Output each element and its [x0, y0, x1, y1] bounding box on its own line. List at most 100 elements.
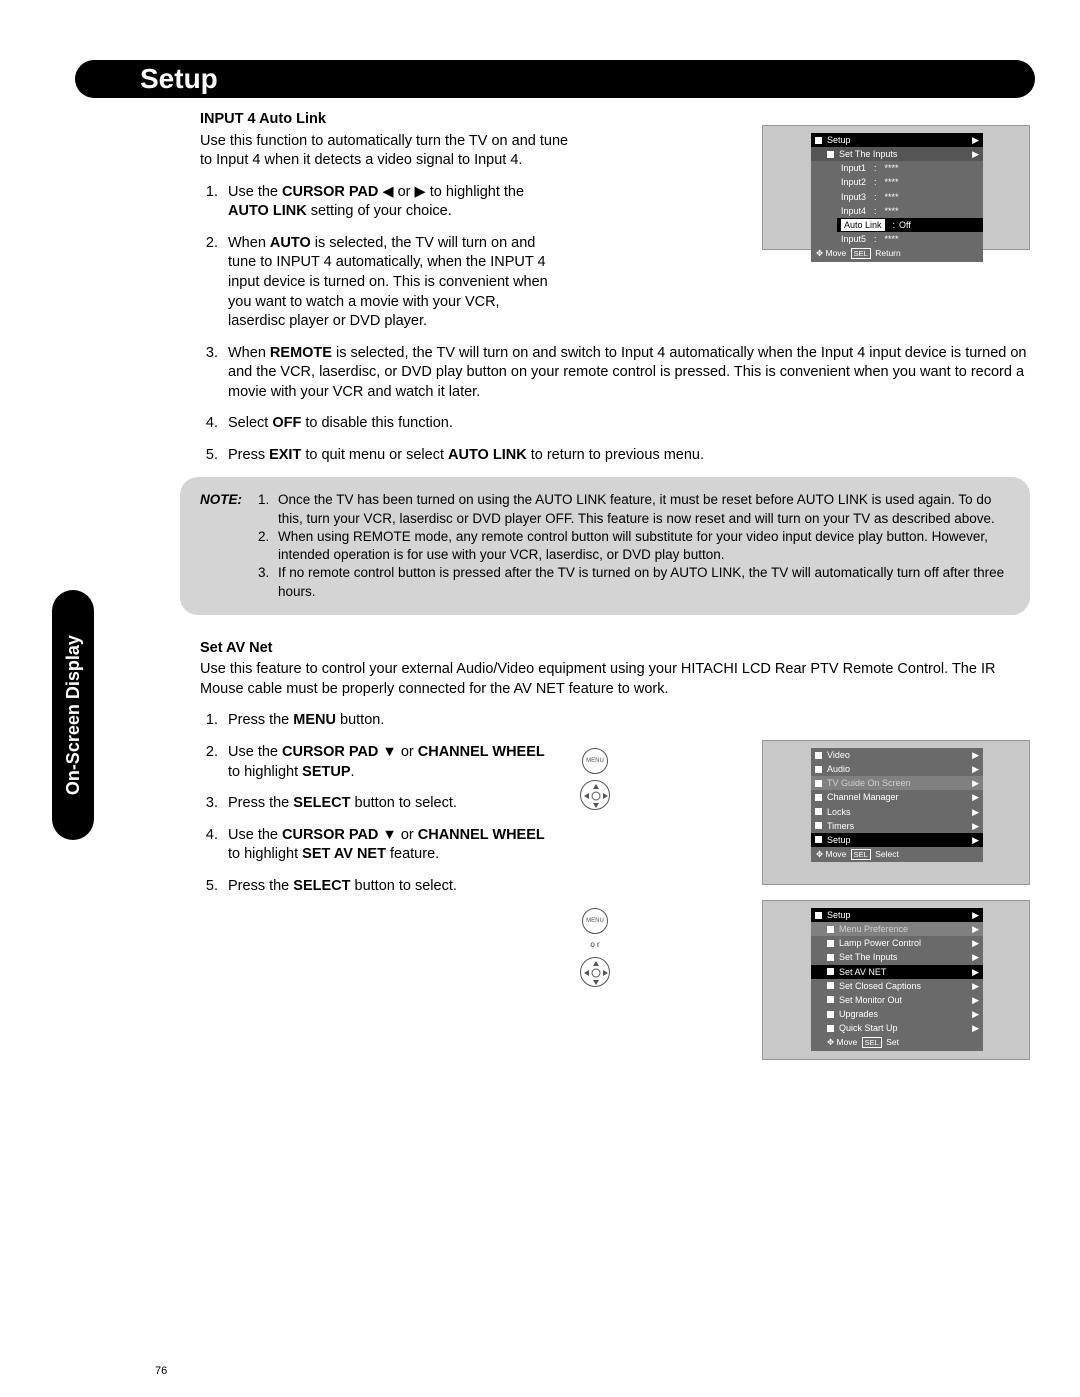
- t: button.: [336, 712, 384, 728]
- note-num: 3.: [258, 564, 278, 600]
- note-num: 2.: [258, 528, 278, 564]
- menu-button-icon: MENU: [582, 908, 608, 934]
- note-label: NOTE:: [200, 491, 258, 527]
- t: Use the: [228, 827, 282, 843]
- cursor-pad-icon: [580, 957, 610, 987]
- t: Press the: [228, 795, 293, 811]
- t: setting of your choice.: [307, 203, 452, 219]
- remote-icons-1: MENU: [580, 748, 610, 810]
- li-body: Select OFF to disable this function.: [228, 414, 1030, 434]
- osd-row: Input4: [841, 205, 866, 217]
- t: ◀ or ▶ to highlight the: [378, 184, 524, 200]
- t: button to select.: [350, 795, 456, 811]
- osd-menu-item: Audio▶: [811, 762, 983, 776]
- t: Press: [228, 447, 269, 463]
- t: SET AV NET: [302, 846, 386, 862]
- osd-menu-item: Video▶: [811, 748, 983, 762]
- note-text: If no remote control button is pressed a…: [278, 564, 1010, 600]
- osd-menu-item: Lamp Power Control▶: [811, 936, 983, 950]
- osd-hint: ✥ Move SEL Select: [811, 847, 983, 862]
- osd-val: ****: [885, 205, 899, 217]
- header-bar: Setup: [75, 60, 1035, 98]
- t: SELECT: [293, 878, 350, 894]
- li-num: 1.: [200, 711, 228, 731]
- osd-menu-item: Quick Start Up▶: [811, 1021, 983, 1035]
- t: SELECT: [293, 795, 350, 811]
- side-tab-label: On-Screen Display: [61, 635, 85, 795]
- t: CURSOR PAD: [282, 184, 378, 200]
- t: to disable this function.: [301, 415, 453, 431]
- t: OFF: [272, 415, 301, 431]
- osd-menu-item: Setup▶: [811, 833, 983, 847]
- t: to quit menu or select: [301, 447, 448, 463]
- t: REMOTE: [270, 345, 332, 361]
- section2-intro: Use this feature to control your externa…: [200, 660, 1020, 699]
- osd-val: ****: [885, 191, 899, 203]
- t: SETUP: [302, 764, 350, 780]
- osd-row: Input1: [841, 162, 866, 174]
- li-num: 2.: [200, 234, 228, 332]
- t: When: [228, 235, 270, 251]
- osd-menu-item: Channel Manager▶: [811, 790, 983, 804]
- osd-menu-item: Locks▶: [811, 805, 983, 819]
- osd-menu-item: Set Closed Captions▶: [811, 979, 983, 993]
- note-text: Once the TV has been turned on using the…: [278, 491, 1010, 527]
- t: AUTO: [270, 235, 311, 251]
- li-body: When AUTO is selected, the TV will turn …: [228, 234, 558, 332]
- li-num: 4.: [200, 414, 228, 434]
- li-body: Press the SELECT button to select.: [228, 794, 558, 814]
- t: CURSOR PAD: [282, 744, 378, 760]
- osd-hl: Auto Link: [841, 219, 885, 231]
- t: to return to previous menu.: [527, 447, 704, 463]
- t: When: [228, 345, 270, 361]
- or-text: o r: [590, 940, 599, 951]
- t: button to select.: [350, 878, 456, 894]
- t: CURSOR PAD: [282, 827, 378, 843]
- note-text: When using REMOTE mode, any remote contr…: [278, 528, 1010, 564]
- li-body: Use the CURSOR PAD ▼ or CHANNEL WHEEL to…: [228, 743, 558, 782]
- osd-main-menu: Video▶Audio▶TV Guide On Screen▶Channel M…: [762, 740, 1030, 885]
- li-body: Press the MENU button.: [228, 711, 558, 731]
- li-body: Use the CURSOR PAD ◀ or ▶ to highlight t…: [228, 183, 558, 222]
- osd-title: Setup: [827, 134, 851, 146]
- li-body: Press EXIT to quit menu or select AUTO L…: [228, 446, 1030, 466]
- osd-setup-menu: Setup▶Menu Preference▶Lamp Power Control…: [762, 900, 1030, 1060]
- cursor-pad-icon: [580, 780, 610, 810]
- osd-row: Input5: [841, 233, 866, 245]
- osd-menu-item: Set AV NET▶: [811, 965, 983, 979]
- t: to highlight: [228, 846, 302, 862]
- osd-row: Input2: [841, 176, 866, 188]
- t: feature.: [386, 846, 439, 862]
- remote-icons-2: MENU o r: [580, 908, 610, 987]
- osd-row: Input3: [841, 191, 866, 203]
- t: EXIT: [269, 447, 301, 463]
- t: MENU: [293, 712, 336, 728]
- osd-title: Setup▶: [811, 908, 983, 922]
- note-num: 1.: [258, 491, 278, 527]
- li-body: Press the SELECT button to select.: [228, 877, 558, 897]
- section1-intro: Use this function to automatically turn …: [200, 132, 570, 171]
- osd-hint: ✥ Move SEL Return: [811, 246, 983, 261]
- osd-val: ****: [885, 233, 899, 245]
- li-body: Use the CURSOR PAD ▼ or CHANNEL WHEEL to…: [228, 826, 558, 865]
- li-num: 4.: [200, 826, 228, 865]
- li-num: 3.: [200, 344, 228, 403]
- li-num: 2.: [200, 743, 228, 782]
- li-num: 5.: [200, 446, 228, 466]
- osd-menu-item: TV Guide On Screen▶: [811, 776, 983, 790]
- note-box: NOTE: 1. Once the TV has been turned on …: [180, 477, 1030, 614]
- li-body: When REMOTE is selected, the TV will tur…: [228, 344, 1030, 403]
- t: CHANNEL WHEEL: [418, 744, 545, 760]
- osd-hl-val: Off: [899, 219, 911, 231]
- li-num: 5.: [200, 877, 228, 897]
- menu-button-icon: MENU: [582, 748, 608, 774]
- t: ▼ or: [378, 827, 417, 843]
- t: CHANNEL WHEEL: [418, 827, 545, 843]
- side-tab: On-Screen Display: [52, 590, 94, 840]
- t: to highlight: [228, 764, 302, 780]
- t: Use the: [228, 184, 282, 200]
- osd-menu-item: Timers▶: [811, 819, 983, 833]
- t: AUTO LINK: [448, 447, 527, 463]
- osd-setup-inputs: Setup▶ Set The Inputs▶ Input1:**** Input…: [762, 125, 1030, 250]
- t: .: [351, 764, 355, 780]
